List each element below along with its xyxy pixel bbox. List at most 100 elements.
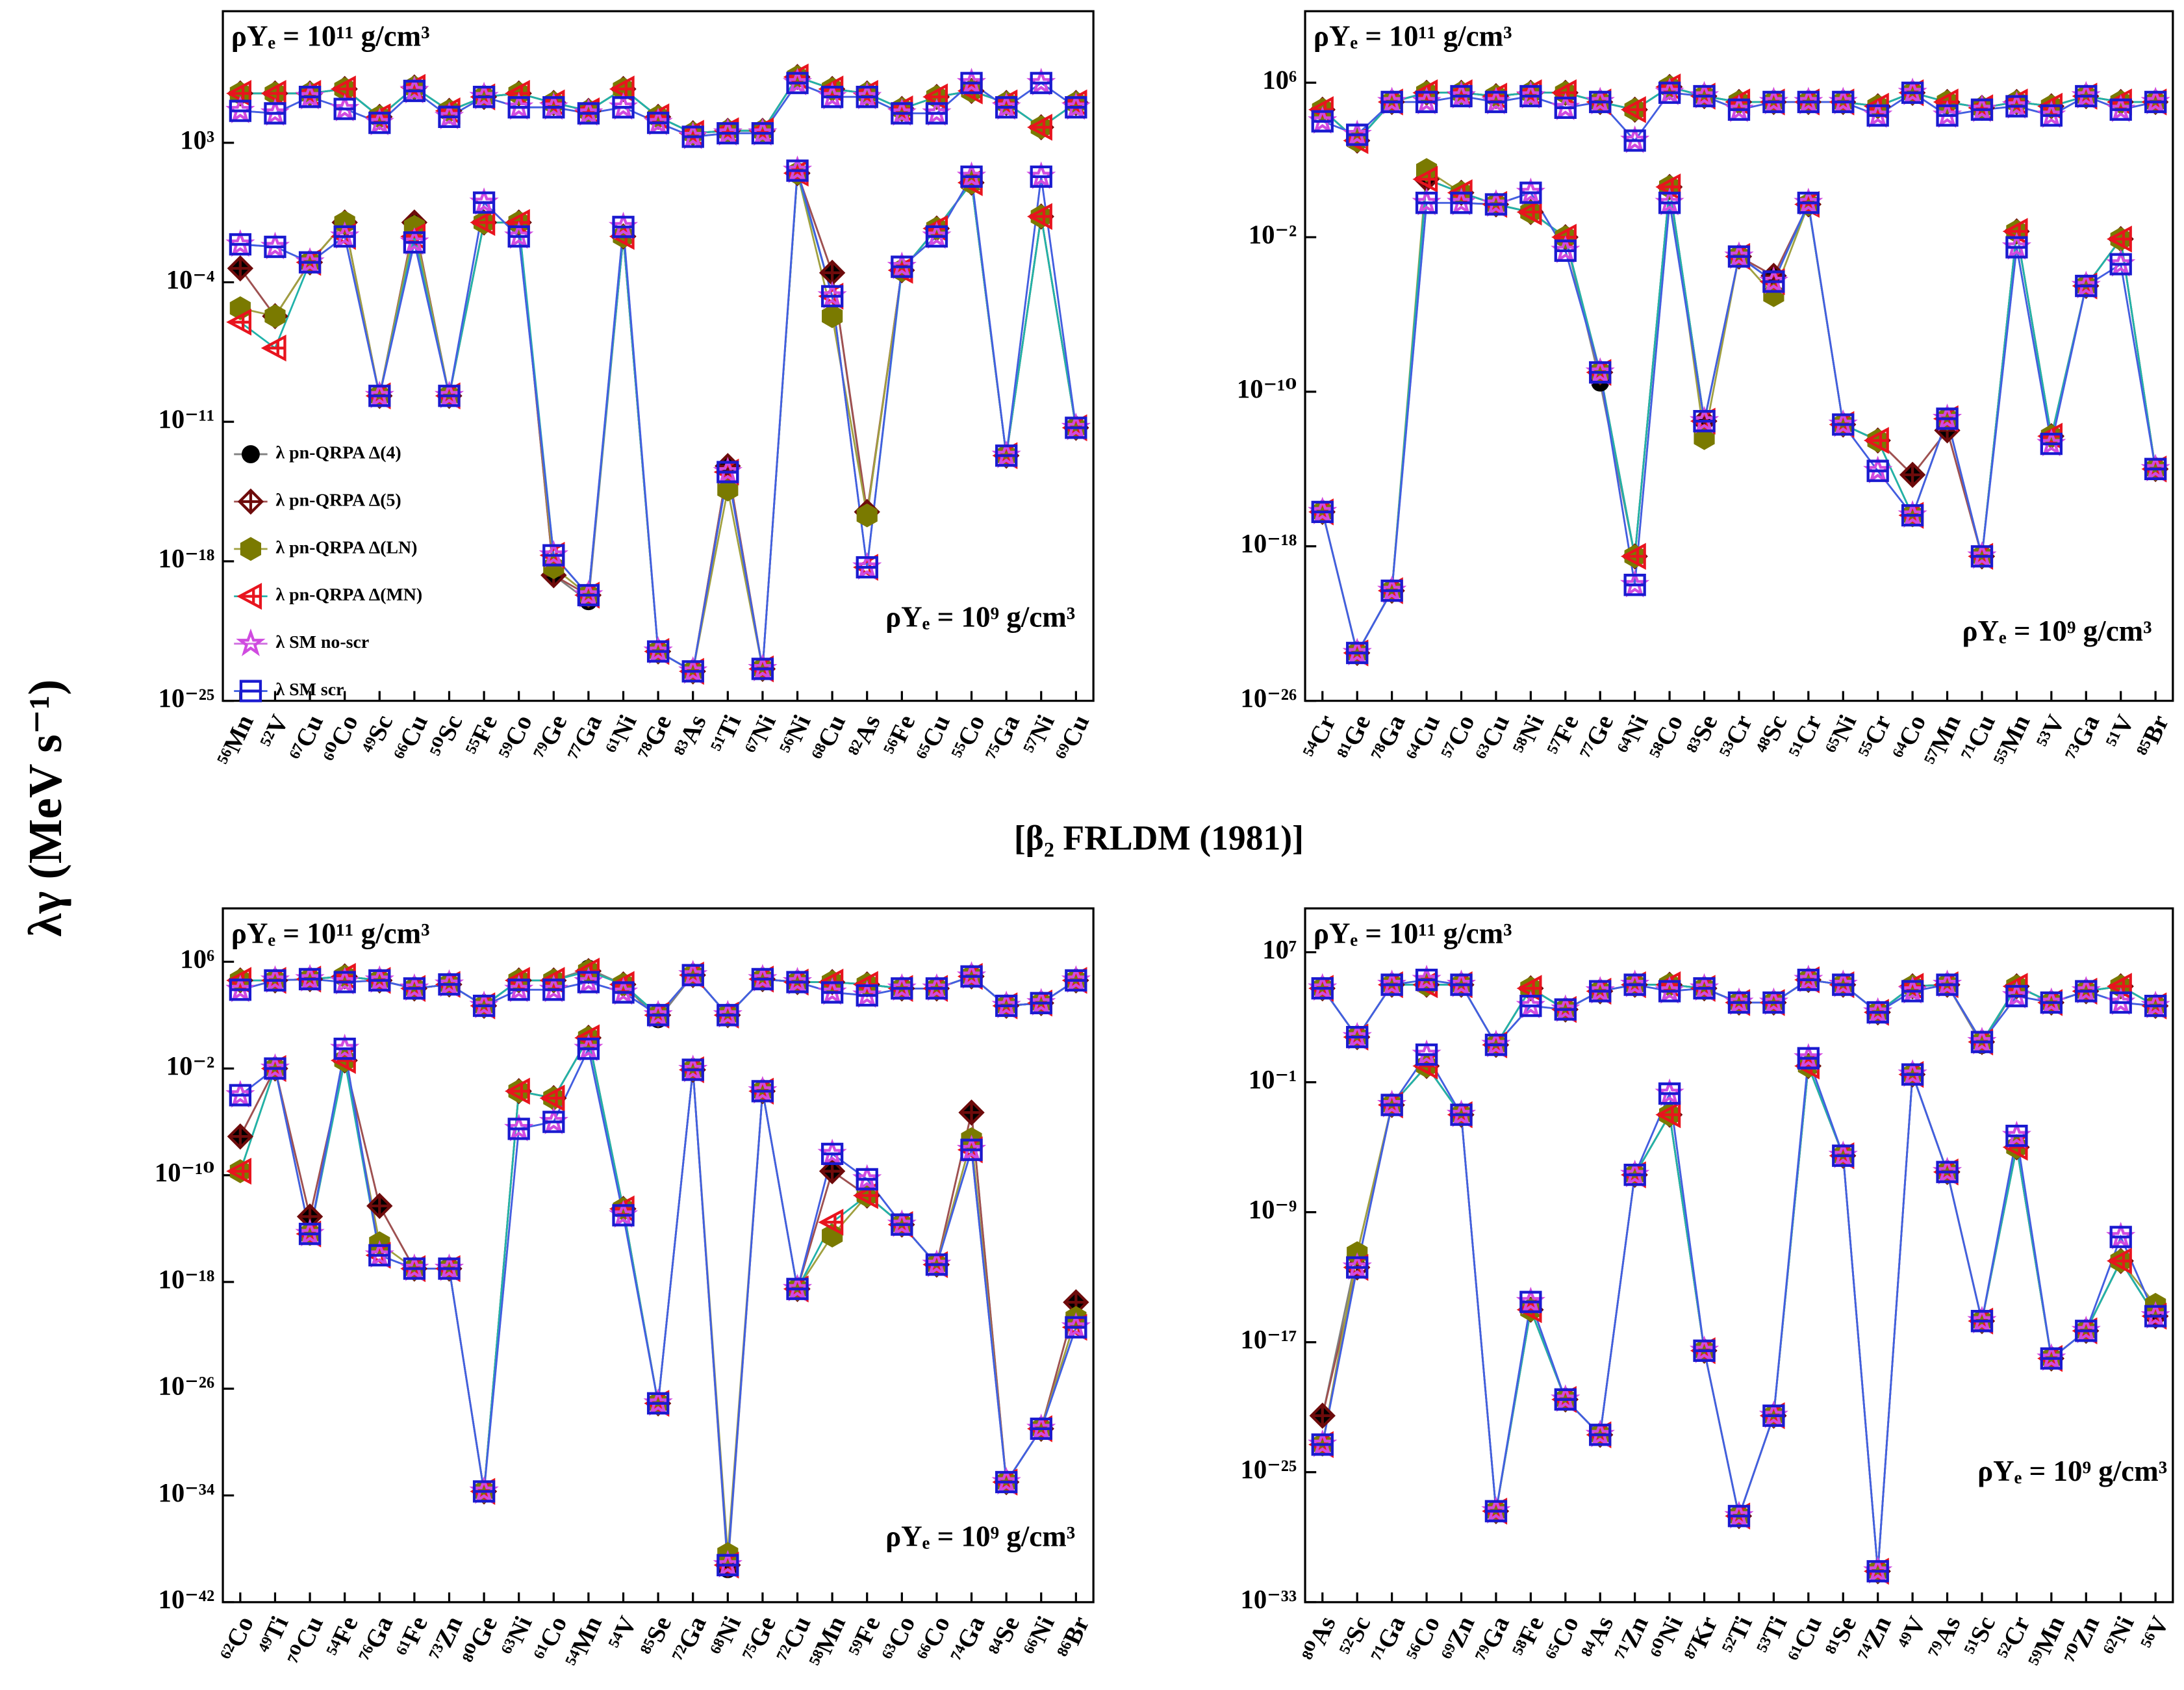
marker bbox=[1415, 192, 1438, 214]
marker bbox=[1693, 1339, 1716, 1362]
marker bbox=[643, 107, 673, 136]
marker bbox=[330, 75, 356, 103]
marker bbox=[1655, 976, 1684, 1004]
marker bbox=[1415, 968, 1438, 992]
marker bbox=[1342, 637, 1372, 666]
marker bbox=[2071, 976, 2101, 1004]
marker bbox=[1898, 976, 1927, 1004]
marker bbox=[1797, 1047, 1820, 1069]
marker bbox=[298, 251, 322, 274]
marker bbox=[1516, 81, 1546, 109]
marker bbox=[333, 97, 356, 120]
marker bbox=[713, 1550, 743, 1578]
marker bbox=[748, 964, 778, 992]
marker bbox=[1899, 461, 1926, 488]
marker bbox=[1658, 1082, 1681, 1105]
marker bbox=[782, 155, 813, 183]
marker bbox=[2075, 274, 2098, 298]
legend-label: λ SM no-scr bbox=[276, 632, 370, 652]
marker bbox=[1380, 1094, 1403, 1116]
marker bbox=[2037, 100, 2066, 129]
marker bbox=[507, 1118, 530, 1140]
marker bbox=[2109, 253, 2132, 275]
marker bbox=[925, 1253, 948, 1276]
marker bbox=[2001, 1120, 2032, 1149]
y-tick-label: 10⁻²⁶ bbox=[159, 1372, 215, 1401]
marker bbox=[1308, 496, 1338, 525]
marker bbox=[1623, 129, 1646, 152]
marker bbox=[1030, 165, 1052, 188]
y-tick-label: 10⁻¹⁰ bbox=[1237, 374, 1297, 403]
annotation: ρYₑ = 10⁹ g/cm³ bbox=[885, 1520, 1075, 1553]
marker bbox=[1412, 964, 1441, 993]
annotation: ρYₑ = 10¹¹ g/cm³ bbox=[1314, 917, 1512, 949]
marker bbox=[2106, 249, 2136, 277]
marker bbox=[2040, 104, 2063, 127]
marker bbox=[1967, 1027, 1997, 1055]
marker bbox=[1484, 90, 1508, 114]
marker bbox=[1658, 192, 1681, 214]
legend-marker bbox=[239, 680, 262, 702]
marker bbox=[542, 544, 565, 567]
marker bbox=[1655, 187, 1684, 216]
marker bbox=[574, 967, 603, 995]
marker bbox=[2140, 454, 2170, 482]
marker bbox=[995, 994, 1018, 1018]
marker bbox=[434, 969, 464, 997]
marker bbox=[1901, 504, 1924, 527]
marker bbox=[748, 654, 778, 682]
marker bbox=[1589, 90, 1612, 114]
marker bbox=[2037, 1343, 2066, 1372]
marker bbox=[608, 92, 639, 120]
marker bbox=[1065, 969, 1087, 992]
marker bbox=[958, 1099, 985, 1126]
marker bbox=[1689, 973, 1720, 1001]
marker bbox=[856, 503, 878, 528]
marker bbox=[1346, 641, 1369, 665]
marker bbox=[1658, 980, 1681, 1003]
marker bbox=[1446, 969, 1477, 997]
marker bbox=[229, 1084, 252, 1107]
marker bbox=[1450, 192, 1473, 214]
marker bbox=[2109, 991, 2132, 1014]
y-tick-label: 10⁻¹⁰ bbox=[155, 1158, 214, 1187]
marker bbox=[818, 1209, 844, 1236]
marker bbox=[229, 99, 252, 122]
marker bbox=[1866, 1001, 1889, 1024]
marker bbox=[1346, 1025, 1369, 1049]
marker bbox=[608, 977, 639, 1005]
marker bbox=[786, 159, 809, 182]
marker bbox=[2075, 1320, 2098, 1342]
marker bbox=[1797, 192, 1820, 214]
marker bbox=[1898, 77, 1927, 106]
marker bbox=[2140, 990, 2170, 1019]
marker bbox=[403, 977, 426, 1000]
marker bbox=[577, 1037, 600, 1060]
marker bbox=[681, 125, 704, 148]
marker bbox=[681, 1058, 704, 1081]
marker bbox=[782, 68, 813, 96]
marker bbox=[1828, 409, 1858, 437]
marker bbox=[330, 1033, 360, 1062]
marker bbox=[887, 973, 917, 1001]
marker bbox=[1689, 405, 1720, 434]
marker bbox=[1658, 81, 1681, 104]
marker bbox=[1412, 166, 1438, 193]
y-tick-label: 10⁶ bbox=[1262, 66, 1297, 95]
marker bbox=[577, 583, 600, 607]
marker bbox=[960, 165, 983, 188]
marker bbox=[539, 974, 568, 1003]
marker bbox=[264, 969, 286, 992]
marker bbox=[678, 1055, 708, 1082]
plot-frame bbox=[1304, 10, 2174, 702]
marker bbox=[1727, 1505, 1751, 1528]
marker bbox=[748, 1075, 778, 1104]
marker bbox=[1516, 198, 1542, 226]
marker bbox=[1863, 1556, 1893, 1584]
plot-frame bbox=[1304, 907, 2174, 1604]
marker bbox=[1655, 1078, 1684, 1107]
marker bbox=[1620, 543, 1646, 570]
marker bbox=[646, 111, 670, 134]
y-tick-label: 10³ bbox=[180, 125, 214, 155]
marker bbox=[2071, 270, 2101, 299]
